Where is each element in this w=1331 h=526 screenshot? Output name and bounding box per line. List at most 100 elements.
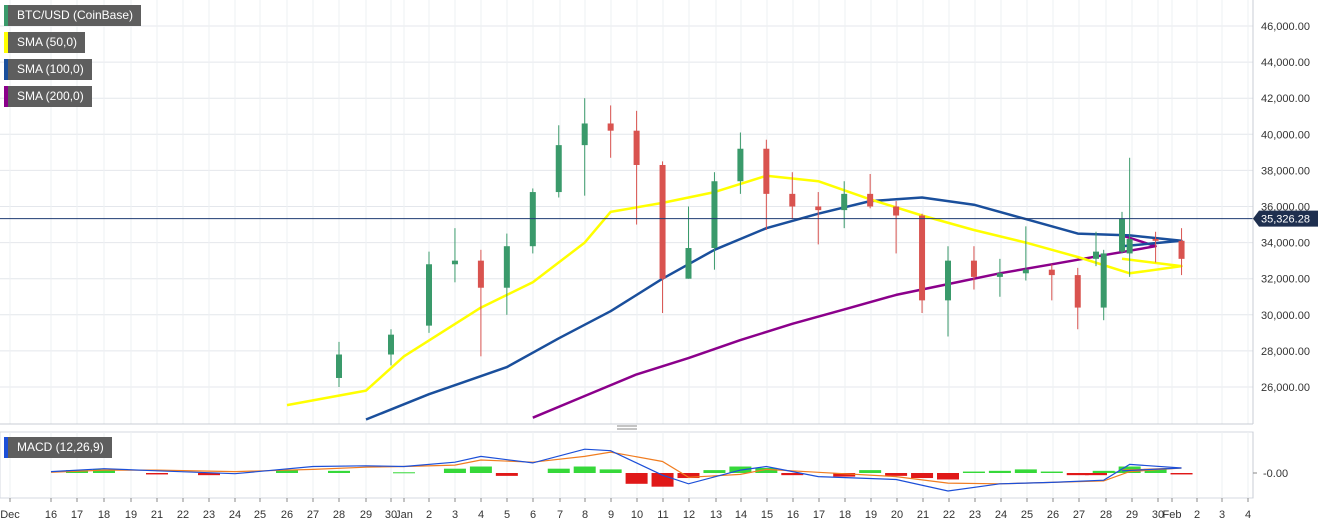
legend-sma-200[interactable]: SMA (200,0) — [4, 86, 92, 107]
candle-body — [1022, 269, 1029, 274]
macd-histogram-bar — [755, 467, 778, 473]
x-tick-label: 14 — [735, 509, 747, 521]
macd-histogram-bar — [1170, 473, 1193, 475]
candle-body — [451, 260, 458, 265]
x-tick-label: 16 — [787, 509, 799, 521]
x-tick-label: 27 — [1073, 509, 1085, 521]
sma-50-label: SMA (50,0) — [17, 35, 78, 49]
x-tick-label: 15 — [761, 509, 773, 521]
x-tick-label: 25 — [254, 509, 266, 521]
y-tick-label: 30,000.00 — [1261, 310, 1310, 322]
legend-sma-100[interactable]: SMA (100,0) — [4, 59, 92, 80]
macd-histogram-bar — [495, 473, 518, 476]
x-tick-label: 19 — [865, 509, 877, 521]
candle-body — [555, 145, 562, 193]
x-tick-label: 28 — [333, 509, 345, 521]
candle-body — [1126, 238, 1133, 254]
x-tick-label: Dec — [0, 509, 20, 521]
x-tick-label: 17 — [813, 509, 825, 521]
candle-body — [893, 206, 900, 216]
macd-histogram-bar — [781, 473, 804, 476]
x-tick-label: 7 — [557, 509, 563, 521]
x-tick-label: 26 — [1047, 509, 1059, 521]
macd-histogram-bar — [1066, 473, 1089, 476]
macd-histogram-bar — [988, 470, 1011, 473]
gridlines — [0, 0, 1254, 499]
macd-histogram-bar — [198, 473, 220, 476]
x-tick-label: 25 — [1021, 509, 1033, 521]
macd-histogram-bar — [703, 470, 726, 473]
x-tick-label: 22 — [177, 509, 189, 521]
candlesticks — [0, 98, 1253, 387]
macd-histogram-bar — [443, 468, 466, 473]
x-tick-label: 5 — [504, 509, 510, 521]
x-tick-label: 18 — [98, 509, 110, 521]
macd-histogram-bar — [677, 473, 700, 479]
symbol-color-swatch — [4, 5, 8, 26]
y-tick-label: 26,000.00 — [1261, 382, 1310, 394]
last-price-badge — [1253, 210, 1318, 227]
candle-body — [503, 246, 510, 288]
candle-body — [685, 248, 692, 279]
candle-body — [789, 193, 796, 207]
candle-body — [1152, 238, 1159, 241]
candle-body — [1119, 218, 1125, 252]
x-tick-label: 6 — [530, 509, 536, 521]
macd-histogram-bar — [146, 473, 168, 475]
x-tick-label: 2 — [1194, 509, 1200, 521]
x-tick-label: 18 — [839, 509, 851, 521]
x-tick-label: 9 — [608, 509, 614, 521]
candle-body — [867, 193, 874, 207]
candle-body — [388, 334, 394, 355]
candle-body — [1048, 269, 1055, 276]
x-tick-label: 4 — [478, 509, 484, 521]
candle-body — [426, 264, 432, 326]
x-tick-label: 4 — [1245, 509, 1251, 521]
macd-plot-area — [0, 431, 1254, 499]
candle-body — [945, 260, 951, 301]
x-tick-label: Feb — [1163, 509, 1182, 521]
macd-histogram-bar — [1040, 471, 1063, 473]
x-tick-label: 11 — [657, 509, 668, 521]
x-tick-label: 27 — [307, 509, 319, 521]
candle-body — [659, 164, 666, 279]
y-tick-label: 34,000.00 — [1261, 238, 1310, 250]
macd-histogram-bar — [469, 466, 492, 473]
x-tick-label: 10 — [631, 509, 643, 521]
x-tick-label: 23 — [969, 509, 981, 521]
macd-histogram-bar — [599, 469, 622, 473]
sma-100-color-swatch — [4, 59, 8, 80]
macd-histogram-bar — [1144, 469, 1167, 473]
x-tick-label: 28 — [1100, 509, 1112, 521]
legend-symbol[interactable]: BTC/USD (CoinBase) — [4, 5, 142, 26]
y-tick-label: 32,000.00 — [1261, 274, 1310, 286]
y-tick-label: 40,000.00 — [1261, 129, 1310, 141]
candle-body — [1074, 275, 1081, 308]
macd-histogram-bar — [625, 473, 648, 484]
macd-histogram-bar — [93, 469, 115, 473]
candle-body — [970, 260, 977, 277]
x-tick-label: 30 — [1152, 509, 1164, 521]
x-tick-label: 22 — [943, 509, 955, 521]
x-tick-label: 21 — [917, 509, 929, 521]
x-tick-label: 3 — [452, 509, 458, 521]
x-tick-label: 29 — [1126, 509, 1138, 521]
candle-body — [841, 193, 848, 211]
y-tick-label: 46,000.00 — [1261, 21, 1310, 33]
x-tick-label: 19 — [125, 509, 137, 521]
macd-histogram-bar — [573, 466, 596, 473]
macd-histogram-bar — [1111, 471, 1133, 473]
x-tick-label: 16 — [45, 509, 57, 521]
x-tick-label: 21 — [151, 509, 163, 521]
legend-macd[interactable]: MACD (12,26,9) — [4, 437, 112, 458]
macd-histogram-bar — [1085, 473, 1107, 476]
candle-body — [996, 273, 1003, 277]
macd-histogram-bar — [962, 471, 985, 473]
x-tick-label: 29 — [360, 509, 372, 521]
candle-body — [763, 148, 770, 194]
legend-sma-50[interactable]: SMA (50,0) — [4, 32, 86, 53]
x-tick-label: 3 — [1219, 509, 1225, 521]
candle-body — [815, 206, 822, 211]
panel-resize-handle[interactable] — [617, 425, 637, 430]
